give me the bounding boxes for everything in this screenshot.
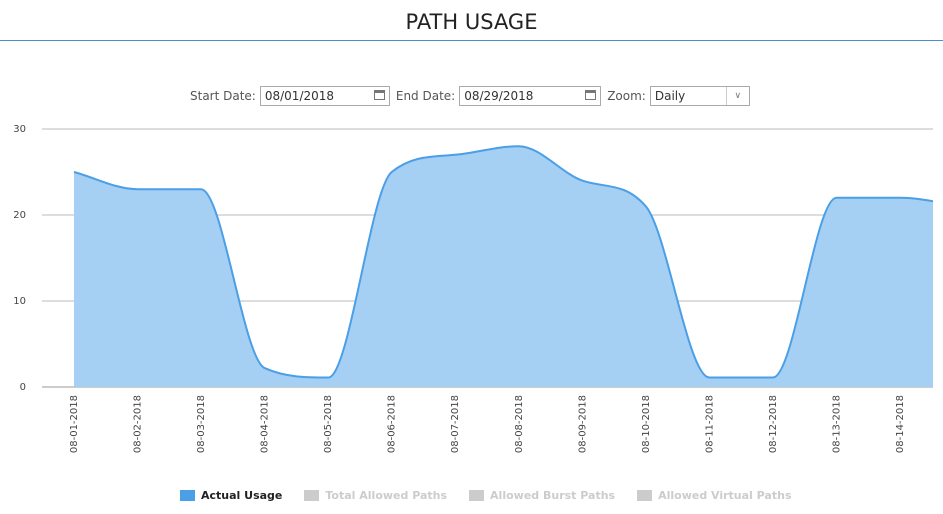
legend-label: Total Allowed Paths — [325, 489, 448, 502]
area-fill — [74, 146, 933, 387]
x-tick-label: 08-03-2018 — [196, 395, 207, 453]
dropdown-arrow[interactable]: ∨ — [725, 87, 749, 105]
chart: 0 10 20 30 08-01-2018 08-02-2018 08-03-2018 08-… — [13, 124, 933, 453]
x-tick-label: 08-10-2018 — [641, 395, 652, 453]
calendar-icon[interactable] — [585, 90, 597, 100]
legend-label: Allowed Burst Paths — [490, 489, 616, 502]
x-tick-label: 08-02-2018 — [133, 395, 144, 453]
legend: Actual Usage Total Allowed Paths Allowed B… — [180, 489, 814, 502]
x-tick-label: 08-14-2018 — [895, 395, 906, 453]
legend-item[interactable]: Allowed Burst Paths — [469, 489, 615, 502]
page-title: PATH USAGE — [405, 10, 538, 34]
end-label: End Date: — [395, 89, 456, 103]
y-tick-label: 30 — [13, 124, 26, 135]
legend-swatch — [469, 490, 485, 501]
legend-label: Allowed Virtual Paths — [658, 489, 792, 502]
x-tick-label: 08-06-2018 — [387, 395, 398, 453]
area-line — [73, 145, 933, 379]
legend-swatch — [304, 490, 320, 501]
plot-area — [73, 145, 933, 387]
controls: Start Date: 08/01/2018 End Date: 08/29/2… — [190, 86, 756, 106]
x-tick-label: 08-13-2018 — [831, 395, 842, 453]
y-tick-label: 10 — [13, 296, 26, 307]
x-tick-label: 08-07-2018 — [450, 395, 461, 453]
x-tick-label: 08-05-2018 — [323, 395, 334, 453]
x-tick-label: 08-11-2018 — [704, 395, 715, 453]
legend-swatch — [637, 490, 653, 501]
legend-swatch — [180, 490, 195, 501]
start-input[interactable]: 08/01/2018 — [259, 86, 390, 106]
calendar-icon[interactable] — [373, 90, 385, 100]
start-value: 08/01/2018 — [264, 89, 335, 103]
title-rule — [0, 40, 943, 41]
legend-item[interactable]: Total Allowed Paths — [304, 489, 447, 502]
zoom-value: Daily — [654, 89, 686, 103]
x-tick-label: 08-01-2018 — [69, 395, 80, 453]
x-tick-label: 08-12-2018 — [768, 395, 779, 453]
x-tick-label: 08-08-2018 — [514, 395, 525, 453]
legend-item[interactable]: Allowed Virtual Paths — [637, 489, 792, 502]
legend-label: Actual Usage — [201, 489, 283, 502]
x-tick-label: 08-04-2018 — [260, 395, 271, 453]
zoom-label: Zoom: — [607, 89, 646, 103]
end-input[interactable]: 08/29/2018 — [459, 86, 602, 106]
legend-item[interactable]: Actual Usage — [180, 489, 282, 502]
y-tick-label: 0 — [20, 382, 26, 393]
zoom-select[interactable]: Daily ∨ — [649, 86, 750, 106]
y-tick-label: 20 — [13, 210, 26, 221]
x-tick-label: 08-09-2018 — [577, 395, 588, 453]
end-value: 08/29/2018 — [464, 89, 534, 103]
start-label: Start Date: — [190, 89, 256, 103]
